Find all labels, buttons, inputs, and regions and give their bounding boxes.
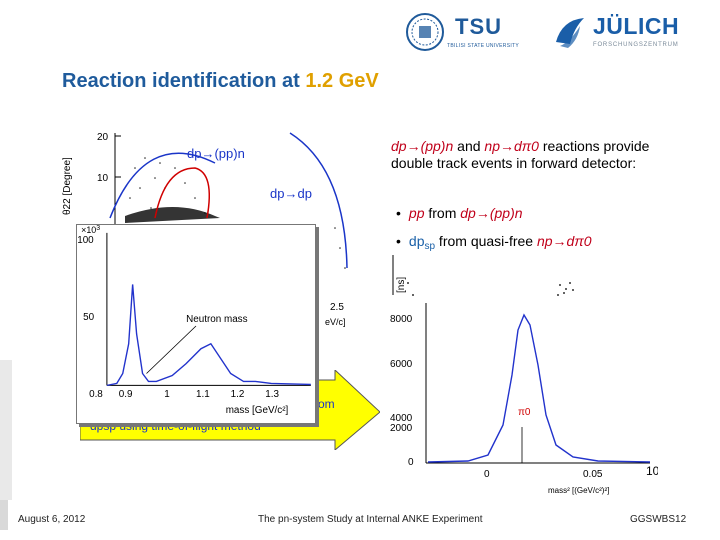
theta-xtick-2-5: 2.5 <box>330 302 344 313</box>
bullet-dot: • <box>396 233 401 249</box>
title-main: Reaction identification at <box>62 70 306 92</box>
mass-squared-plot: [ns] 8000 6000 4000 2000 0 π0 0 0.05 10 … <box>390 255 658 495</box>
mm-ytick-0: 0 <box>408 457 414 468</box>
footer-center: The pn-system Study at Internal ANKE Exp… <box>258 514 483 525</box>
label-dp-dp: dp→dp <box>270 186 312 201</box>
mass-xlabel: mass [GeV/c²] <box>226 405 289 416</box>
juelich-logo-subtitle: FORSCHUNGSZENTRUM <box>593 42 679 48</box>
mass-xtick-1: 1 <box>164 389 170 400</box>
mass-xtick-1-3: 1.3 <box>265 389 279 400</box>
mm-ytick-8000: 8000 <box>390 314 413 325</box>
mass-xtick-1-1: 1.1 <box>196 389 210 400</box>
bullet-dpsp-label: dp <box>408 233 425 249</box>
mass-xtick-0-9: 0.9 <box>119 389 133 400</box>
tsu-logo-text: TSU <box>455 14 502 39</box>
bullet-from: from <box>424 205 461 221</box>
theta-dense-band <box>125 207 220 223</box>
left-decor-stripe <box>0 360 12 500</box>
footer-date: August 6, 2012 <box>18 514 86 525</box>
juelich-logo-text: JÜLICH <box>593 13 680 39</box>
slide-title: Reaction identification at 1.2 GeV <box>62 70 379 93</box>
mass-xtick-1-2: 1.2 <box>231 389 245 400</box>
theta-ytick-10: 10 <box>97 173 109 184</box>
theta-ytick-20: 20 <box>97 132 109 143</box>
mass-histogram <box>106 284 311 387</box>
title-accent: 1.2 GeV <box>305 70 379 92</box>
intro-reaction-1: dp→(pp)n <box>391 138 454 154</box>
left-decor-stripe-lower <box>0 500 8 530</box>
tsu-seal-logo <box>406 13 444 51</box>
mass-ytick-50: 50 <box>83 312 94 323</box>
bullet-dpsp: • dpsp from quasi-free np→dπ0 <box>396 233 592 252</box>
bullet-from-quasi: from quasi-free <box>435 233 537 249</box>
mm-xtick-0: 0 <box>484 469 490 480</box>
label-dp-ppn: dp→(pp)n <box>187 146 245 161</box>
pp-curve-blue <box>109 152 216 219</box>
intro-and: and <box>453 138 485 154</box>
theta-ylabel: θ22 [Degree] <box>62 157 73 215</box>
theta-xunit: eV/c] <box>325 317 346 327</box>
mm-xlabel: mass² [(GeV/c²)²] <box>548 486 609 495</box>
bullet-pp: • pp from dp→(pp)n <box>396 205 523 221</box>
mm-histogram <box>427 313 651 463</box>
pi0-peak-label: π0 <box>518 407 531 418</box>
intro-rest: reactions provide double track events in… <box>391 138 650 171</box>
mass-xtick-0-8: 0.8 <box>89 389 103 400</box>
bullet-pp-reaction: dp→(pp)n <box>460 205 523 221</box>
tof-ylabel: [ns] <box>396 277 407 293</box>
juelich-mark-logo <box>556 18 584 48</box>
mm-ytick-2000: 2000 <box>390 423 413 434</box>
bullet-dpsp-reaction: np→dπ0 <box>536 233 592 249</box>
pp-curve-red <box>154 167 210 219</box>
mass-ytick-100: 100 <box>77 235 94 246</box>
arrow-text-tail: om <box>318 397 335 411</box>
mm-xtick-right: 10 <box>646 464 658 478</box>
mass-exp-label: ×103 <box>81 225 100 235</box>
bullet-dpsp-subscript: sp <box>424 241 436 252</box>
neutron-mass-annotation: Neutron mass <box>186 314 248 325</box>
dp-curve-blue <box>289 132 348 269</box>
intro-reaction-2: np→dπ0 <box>484 138 539 154</box>
mm-ytick-6000: 6000 <box>390 359 413 370</box>
missing-mass-plot: ×103 100 50 Neutron mass 0.8 0.9 1 1.1 1… <box>76 224 316 424</box>
footer-right: GGSWBS12 <box>630 514 687 525</box>
bullet-dot: • <box>396 205 401 221</box>
tsu-logo-subtitle: TBILISI STATE UNIVERSITY <box>447 43 520 49</box>
tof-scatter-points <box>407 282 574 296</box>
mm-xtick-0-05: 0.05 <box>583 469 603 480</box>
bullet-pp-label: pp <box>408 205 425 221</box>
mm-ytick-4000: 4000 <box>390 413 413 424</box>
intro-text: dp→(pp)n and np→dπ0 reactions provide do… <box>391 138 691 172</box>
